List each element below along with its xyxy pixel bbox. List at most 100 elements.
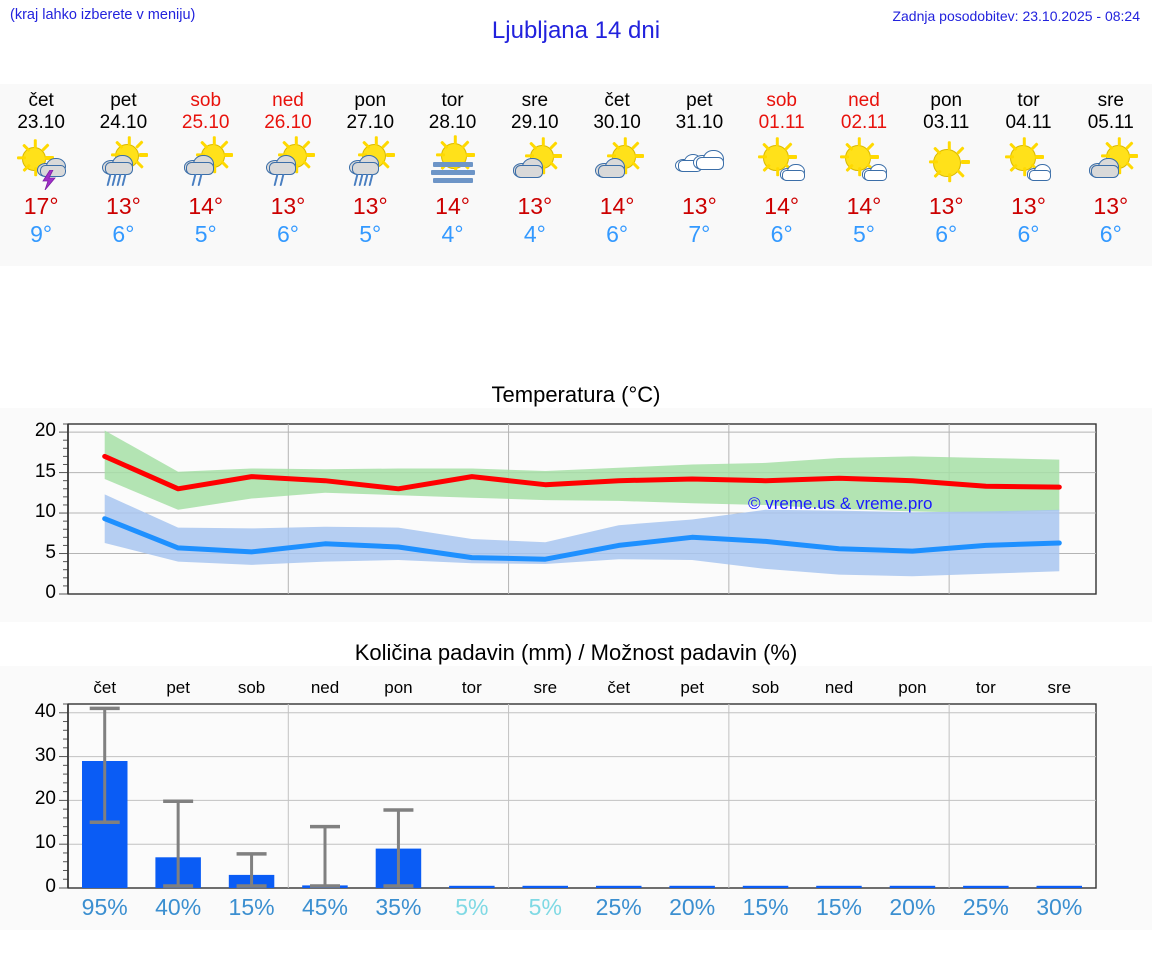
temp-min: 4° (441, 221, 464, 247)
forecast-day-6[interactable]: tor 28.10 14° 4° (411, 84, 493, 266)
day-date: 28.10 (428, 112, 477, 133)
precip-col-header-0: čet (93, 678, 117, 697)
temp-max: 17° (23, 193, 59, 219)
precip-probability-3: 45% (301, 894, 349, 920)
series-1 (102, 516, 1062, 562)
day-of-week: čet (604, 90, 630, 111)
forecast-day-3[interactable]: sob 25.10 14° 5° (165, 84, 247, 266)
precip-probability-2: 15% (228, 894, 275, 920)
sun-fog-icon (423, 135, 483, 190)
precip-bar-10 (816, 885, 862, 888)
forecast-day-10[interactable]: sob 01.11 14° 6° (741, 84, 823, 266)
precip-bar-9 (742, 885, 789, 888)
day-date: 02.11 (840, 112, 888, 133)
band-1 (104, 494, 1060, 577)
temp-max: 13° (106, 193, 141, 219)
temp-min: 4° (523, 221, 546, 247)
precip-probability-10: 15% (815, 894, 863, 920)
day-date: 25.10 (181, 112, 230, 133)
precip-col-header-12: tor (975, 678, 996, 697)
temp-max: 13° (270, 193, 306, 219)
forecast-day-14[interactable]: sre 05.11 13° 6° (1070, 84, 1152, 266)
precip-probability-0: 95% (81, 894, 128, 920)
temp-max: 13° (352, 193, 388, 219)
temp-max: 13° (928, 193, 964, 219)
band-0 (104, 430, 1060, 513)
precip-col-header-8: pet (680, 678, 704, 697)
precip-col-header-10: ned (824, 678, 854, 697)
precip-probability-4: 35% (375, 894, 422, 920)
day-of-week: pet (110, 90, 137, 111)
forecast-day-9[interactable]: pet 31.10 13° 7° (658, 84, 740, 266)
forecast-day-2[interactable]: pet 24.10 13° 6° (82, 84, 164, 266)
temp-max: 13° (517, 193, 553, 219)
forecast-day-11[interactable]: ned 02.11 14° 5° (823, 84, 905, 266)
day-date: 30.10 (593, 112, 641, 133)
day-date: 24.10 (99, 112, 148, 133)
precip-bar-6 (522, 885, 568, 888)
forecast-day-4[interactable]: ned 26.10 13° 6° (247, 84, 329, 266)
precip-probability-7: 25% (595, 894, 642, 920)
day-date: 27.10 (346, 112, 395, 133)
precip-col-header-6: sre (533, 678, 558, 697)
precip-y-tick-10: 10 (34, 832, 56, 854)
precip-probability-5: 5% (455, 894, 489, 920)
precip-y-tick-0: 0 (45, 876, 56, 897)
sun-cloud-thunder-icon (11, 136, 71, 190)
sun-cloud-icon (1081, 136, 1141, 190)
page-title: Ljubljana 14 dni (491, 17, 661, 44)
sun-cloud-rain-icon (340, 136, 400, 190)
precip-bar-7 (596, 885, 642, 888)
temp-max: 14° (599, 193, 635, 219)
cloudy-icon (669, 136, 729, 190)
forecast-day-5[interactable]: pon 27.10 13° 5° (329, 84, 411, 266)
day-date: 29.10 (511, 112, 559, 133)
temp-min: 5° (852, 221, 875, 247)
sun-smallcloud-icon (752, 136, 812, 190)
day-date: 05.11 (1087, 112, 1134, 133)
sun-cloud-icon (505, 136, 565, 190)
sun-cloud-rain-icon (93, 136, 153, 190)
precip-col-header-2: sob (237, 678, 266, 697)
precip-col-header-5: tor (461, 678, 482, 697)
precipitation-svg (59, 703, 1097, 889)
forecast-day-8[interactable]: čet 30.10 14° 6° (576, 84, 658, 266)
temp-max: 13° (1011, 193, 1046, 219)
precip-probability-6: 5% (528, 894, 562, 920)
forecast-day-1[interactable]: čet 23.10 17° 9° (0, 84, 82, 266)
temperature-svg (59, 423, 1097, 595)
precip-probability-8: 20% (669, 894, 716, 920)
page-header: (kraj lahko izberete v meniju) Ljubljana… (0, 0, 1152, 60)
forecast-day-strip: čet 23.10 17° 9° pet 24.10 13° 6° sob 25.10 14° 5° n… (0, 84, 1152, 266)
day-date: 01.11 (758, 112, 805, 133)
temp-y-tick-20: 20 (34, 420, 56, 442)
day-date: 26.10 (264, 112, 312, 133)
day-of-week: sre (521, 90, 549, 111)
forecast-day-7[interactable]: sre 29.10 13° 4° (494, 84, 576, 266)
temp-min: 6° (1017, 221, 1040, 247)
day-of-week: čet (28, 90, 54, 111)
day-of-week: sob (766, 90, 797, 111)
forecast-day-13[interactable]: tor 04.11 13° 6° (987, 84, 1069, 266)
temp-y-tick-10: 10 (34, 501, 56, 523)
watermark: © vreme.us & vreme.pro (748, 494, 933, 513)
day-of-week: pet (686, 90, 713, 111)
precip-col-header-3: ned (310, 678, 340, 697)
precip-col-header-11: pon (898, 678, 927, 697)
day-date: 31.10 (675, 112, 724, 133)
temp-y-tick-0: 0 (45, 582, 56, 603)
sun-cloud-lightrain-icon (176, 136, 236, 190)
precip-col-header-4: pon (384, 678, 413, 697)
temperature-chart-title: Temperatura (°C) (0, 382, 1152, 408)
temp-max: 14° (846, 193, 882, 219)
temp-min: 7° (688, 221, 711, 247)
sun-smallcloud-icon (999, 136, 1059, 190)
temp-min: 6° (770, 221, 793, 247)
sun-smallcloud-icon (834, 136, 894, 190)
last-update-text: Zadnja posodobitev: 23.10.2025 - 08:24 (892, 8, 1140, 24)
forecast-day-12[interactable]: pon 03.11 13° 6° (905, 84, 987, 266)
day-of-week: tor (1017, 90, 1040, 111)
temp-min: 6° (276, 221, 299, 247)
day-of-week: pon (354, 90, 387, 111)
day-date: 03.11 (923, 112, 970, 133)
